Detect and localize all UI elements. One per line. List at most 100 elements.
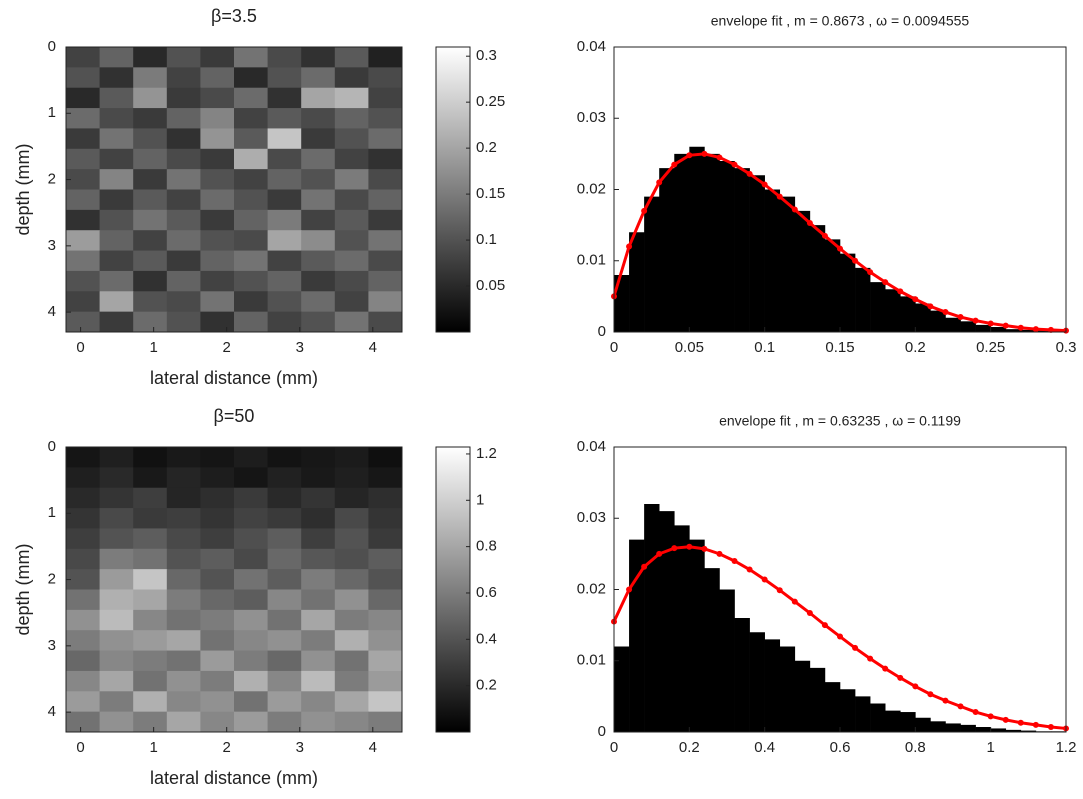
heatmap-cell	[234, 291, 269, 313]
heatmap-cell	[234, 250, 269, 272]
fit-point	[942, 697, 949, 704]
heatmap-cell	[301, 447, 336, 468]
heatmap-cell	[133, 230, 168, 252]
heatmap-cell	[133, 169, 168, 190]
y-tick-label: 0	[48, 438, 56, 455]
heatmap-cell	[334, 148, 369, 170]
heatmap-cell	[133, 189, 168, 211]
heatmap-cell	[301, 569, 336, 590]
heatmap-cell	[133, 108, 168, 129]
heatmap-cell	[133, 670, 168, 692]
fit-point	[776, 587, 783, 594]
histogram-bar	[629, 232, 645, 332]
heatmap-cell	[234, 128, 269, 150]
heatmap-cell	[200, 291, 235, 313]
heatmap-cell	[301, 230, 336, 252]
heatmap-cell	[267, 548, 302, 570]
fit-point	[867, 269, 874, 276]
y-tick-label: 1	[48, 104, 56, 121]
heatmap-cell	[234, 548, 269, 570]
colorbar	[435, 46, 471, 333]
heatmap-cell	[301, 209, 336, 231]
heatmap-cell	[66, 630, 101, 652]
heatmap-cell	[133, 250, 168, 272]
heatmap-cell	[368, 47, 403, 68]
heatmap-cell	[234, 630, 269, 652]
heatmap-cell	[133, 691, 168, 713]
x-tick-label: 0	[76, 339, 84, 356]
fit-point	[1017, 324, 1024, 331]
heatmap-cell	[166, 487, 201, 509]
heatmap-cell	[267, 528, 302, 550]
heatmap-cell	[166, 311, 201, 333]
heatmap-cell	[200, 108, 235, 129]
heatmap-cell	[368, 270, 403, 292]
heatmap-cell	[234, 189, 269, 211]
heatmap-cell	[267, 189, 302, 211]
x-tick-label: 4	[369, 739, 377, 756]
y-tick-label: 0.03	[577, 509, 606, 526]
heatmap-cell	[166, 609, 201, 631]
y-tick-label: 2	[48, 171, 56, 188]
fit-point	[716, 550, 723, 557]
heatmap-cell	[166, 691, 201, 713]
heatmap-cell	[166, 711, 201, 733]
heatmap-cell	[200, 609, 235, 631]
fit-point	[1002, 716, 1009, 723]
heatmap-cell	[334, 711, 369, 733]
heatmap-cell	[267, 508, 302, 529]
heatmap-cell	[133, 528, 168, 550]
colorbar-tick-label: 0.1	[476, 231, 497, 248]
heatmap-cell	[368, 548, 403, 570]
heatmap-cell	[234, 650, 269, 672]
heatmap-cell	[200, 128, 235, 150]
heatmap-cell	[166, 47, 201, 68]
heatmap-cell	[368, 609, 403, 631]
histogram-bar	[734, 168, 750, 332]
heatmap-cell	[334, 487, 369, 509]
heatmap-cell	[133, 589, 168, 611]
heatmap-cell	[133, 209, 168, 231]
heatmap-cell	[301, 548, 336, 570]
heatmap-cell	[99, 209, 134, 231]
histogram-bar	[809, 667, 826, 732]
fit-point	[1002, 322, 1009, 329]
heatmap-cell	[99, 250, 134, 272]
heatmap-cell	[133, 291, 168, 313]
heatmap-cell	[166, 528, 201, 550]
fit-point	[821, 622, 828, 629]
heatmap-cell	[301, 467, 336, 489]
histogram-bar	[1005, 729, 1022, 732]
heatmap-cell	[133, 569, 168, 590]
heatmap-cell	[334, 230, 369, 252]
x-tick-label: 1	[986, 739, 994, 756]
heatmap-cell	[66, 189, 101, 211]
heatmap-cell	[334, 467, 369, 489]
heatmap-cell	[66, 108, 101, 129]
histogram-bar	[1020, 730, 1037, 732]
fit-point	[852, 644, 859, 651]
fit-point	[731, 558, 738, 564]
heatmap-cell	[200, 87, 235, 109]
axes-box	[65, 446, 403, 733]
heatmap-cell	[99, 569, 134, 590]
x-tick-label: 0.4	[754, 739, 775, 756]
fit-point	[942, 309, 949, 316]
colorbar-tick-label: 0.6	[476, 584, 497, 601]
fit-point	[791, 598, 798, 605]
histogram-bar	[1020, 329, 1037, 332]
heatmap-cell	[368, 189, 403, 211]
heatmap-cell	[166, 169, 201, 190]
y-tick-label: 0	[48, 38, 56, 55]
y-tick-label: 0.01	[577, 252, 606, 269]
heatmap-cell	[200, 630, 235, 652]
heatmap-cell	[166, 447, 201, 468]
histogram-bar	[734, 618, 750, 732]
heatmap-cell	[267, 609, 302, 631]
heatmap-cell	[200, 508, 235, 529]
histogram-bar	[674, 153, 690, 332]
fit-point	[806, 610, 813, 617]
chart-title: β=50	[214, 406, 255, 426]
fit-point	[897, 288, 904, 295]
fit-point	[671, 161, 678, 168]
